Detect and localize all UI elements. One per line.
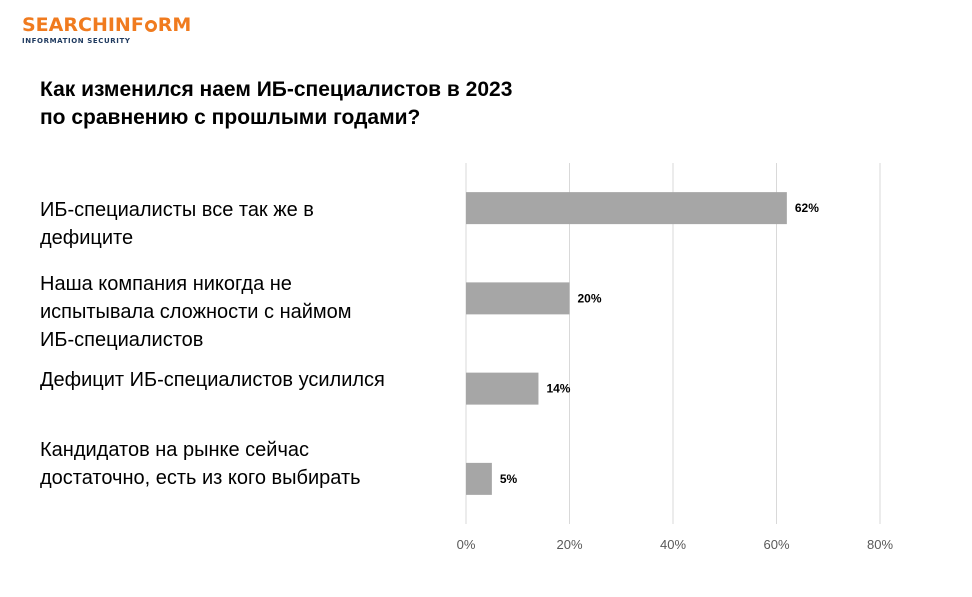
category-label-line: Кандидатов на рынке сейчас [40,439,310,461]
x-tick-label: 20% [556,537,582,552]
x-tick-label: 40% [660,537,686,552]
brand-logo: SEARCHINF RM INFORMATION SECURITY [22,14,191,45]
x-tick-label: 60% [763,537,789,552]
bar [466,192,787,225]
category-label-line: дефиците [40,227,134,249]
bar [466,282,570,315]
logo-wordmark: SEARCHINF RM [22,14,191,36]
chart-title-line-2: по сравнению с прошлыми годами? [40,106,421,129]
chart-title: Как изменился наем ИБ-специалистов в 202… [40,76,600,132]
category-label: ИБ-специалисты все так же в дефиците [40,196,440,252]
logo-part2: RM [157,14,192,36]
bar-data-label: 20% [578,291,602,305]
category-label-line: ИБ-специалистов [40,329,204,351]
logo-subtitle: INFORMATION SECURITY [22,37,131,45]
category-label-line: испытывала сложности с наймом [40,301,352,323]
category-label: Дефицит ИБ-специалистов усилился [40,366,440,394]
category-label-line: Дефицит ИБ-специалистов усилился [40,369,385,391]
bar-data-label: 5% [500,472,518,486]
bar [466,372,539,405]
logo-o-ring [144,20,157,32]
chart-title-line-1: Как изменился наем ИБ-специалистов в 202… [40,78,513,101]
category-label-line: достаточно, есть из кого выбирать [40,467,361,489]
category-label-line: ИБ-специалисты все так же в [40,199,314,221]
bar-data-label: 14% [546,382,570,396]
category-label: Наша компания никогда не испытывала сложн… [40,270,440,354]
category-label-line: Наша компания никогда не [40,273,292,295]
logo-part1: SEARCHINF [22,14,144,36]
x-tick-label: 0% [457,537,476,552]
category-label: Кандидатов на рынке сейчас достаточно, ес… [40,436,440,492]
x-tick-label: 80% [867,537,893,552]
bar-data-label: 62% [795,201,819,215]
bar [466,462,492,495]
